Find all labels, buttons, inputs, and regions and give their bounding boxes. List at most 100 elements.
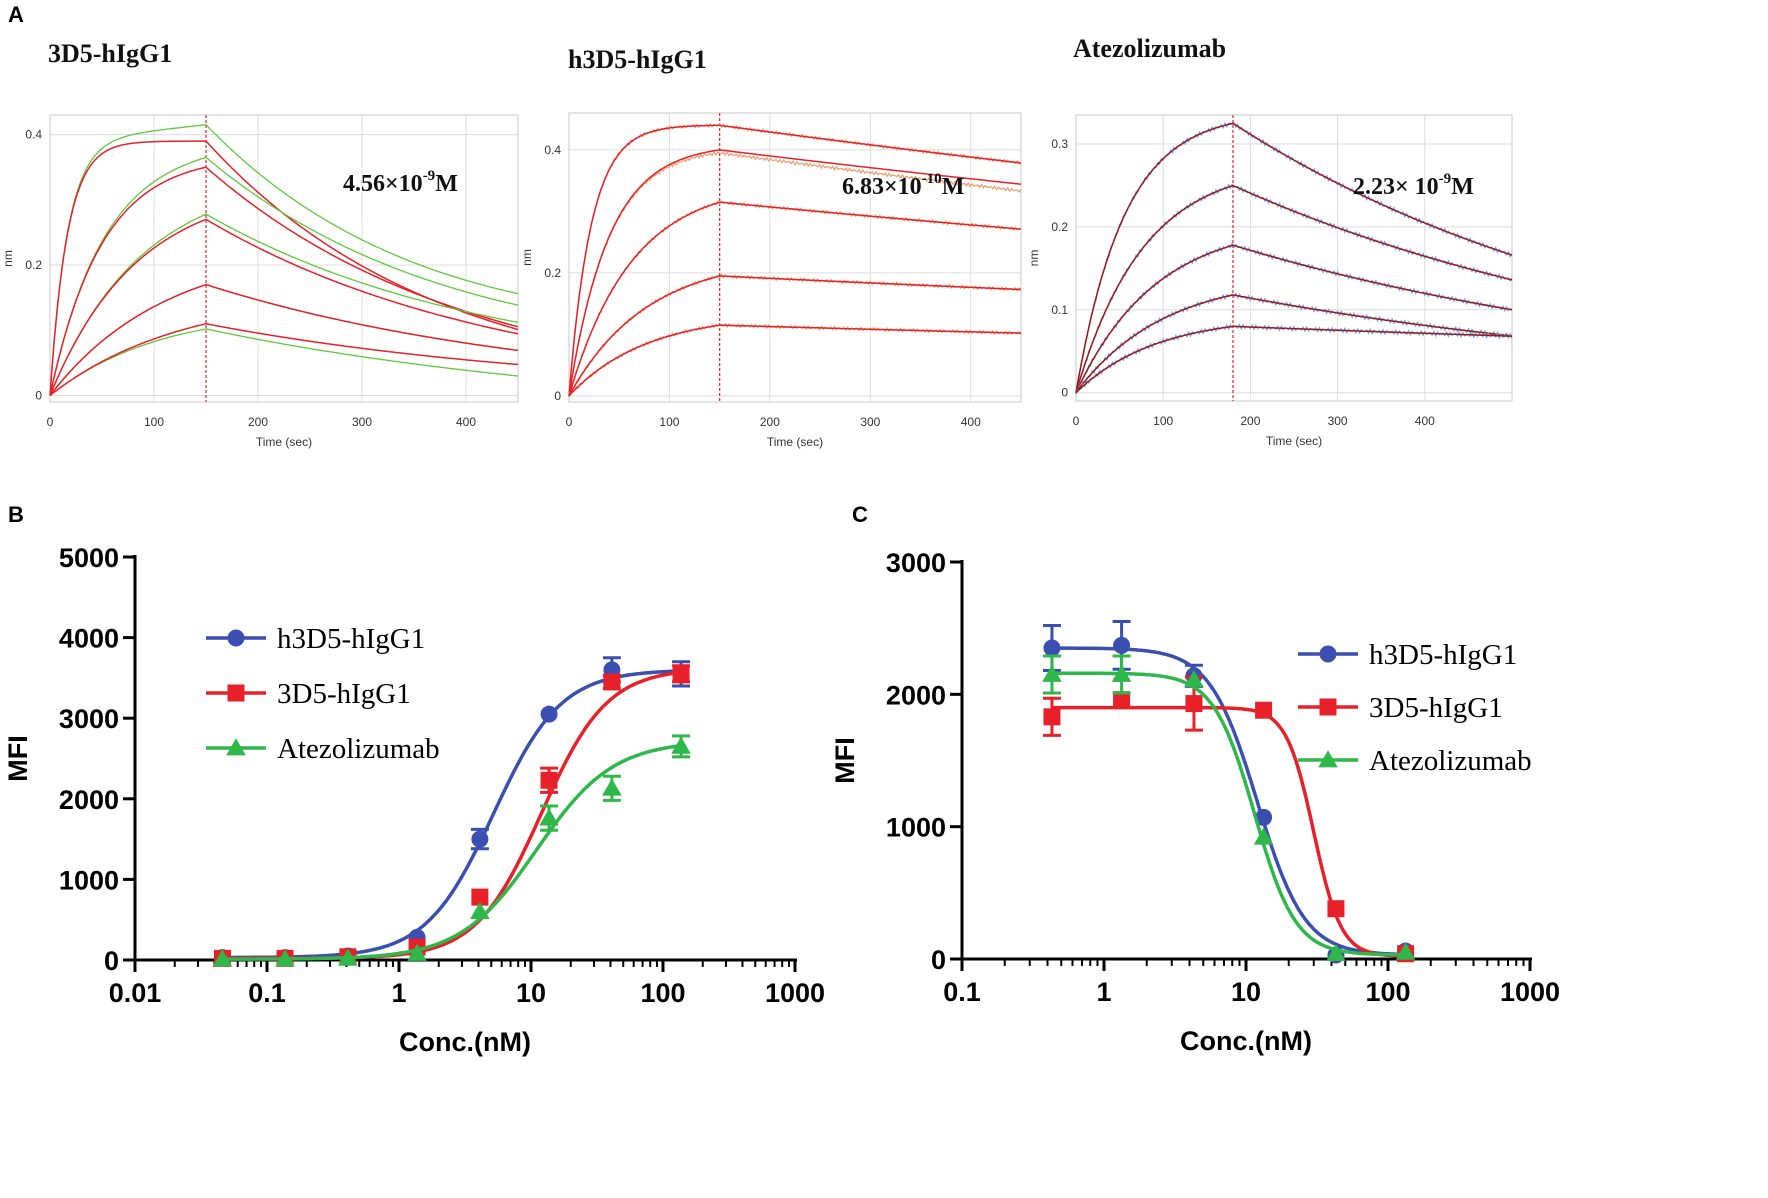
kd-mantissa: 4.56×10: [343, 171, 423, 197]
kd-unit: M: [942, 174, 965, 200]
kd-exponent: -9: [1439, 171, 1452, 187]
kd-value-label: 6.83×10-10M: [842, 171, 964, 200]
data-point-square: [540, 771, 558, 789]
x-tick-label: 400: [1415, 414, 1435, 428]
data-point-triangle: [671, 736, 691, 754]
kd-mantissa: 2.23× 10: [1353, 174, 1439, 200]
data-point-triangle: [1395, 942, 1416, 960]
fitted-curve: [49, 283, 519, 396]
fit-curve-h3d5-higg1: [222, 669, 682, 960]
y-tick-label: 0.4: [25, 128, 42, 142]
chart-title: h3D5-hIgG1: [568, 45, 707, 74]
y-tick-label: 3000: [59, 704, 119, 734]
data-point-square: [1113, 691, 1131, 709]
legend-label-h3d5-higg1: h3D5-hIgG1: [1369, 639, 1517, 671]
fit-curve-atezolizumab: [222, 743, 682, 961]
plot-frame: [568, 112, 1022, 403]
x-tick-label: 1000: [1500, 977, 1560, 1007]
x-tick-label: 300: [352, 415, 372, 429]
x-tick-label: 1: [1096, 977, 1111, 1007]
data-point-square: [672, 665, 690, 683]
raw-sensorgram-trace: [568, 200, 1022, 395]
x-tick-label: 1: [391, 978, 406, 1008]
data-point-circle: [540, 705, 558, 723]
kd-exponent: -10: [922, 171, 942, 187]
fitted-curve: [568, 324, 1021, 397]
raw-sensorgram-trace: [49, 156, 519, 396]
data-point-circle: [1113, 636, 1131, 654]
raw-sensorgram-trace: [49, 213, 519, 396]
y-tick-label: 3000: [886, 548, 946, 578]
data-point-square: [471, 888, 489, 906]
data-point-triangle: [1326, 943, 1346, 962]
raw-sensorgram-trace: [568, 273, 1022, 397]
x-tick-label: 100: [640, 978, 685, 1008]
kd-mantissa: 6.83×10: [842, 174, 922, 200]
plot-frame: [1075, 114, 1513, 402]
fitted-curve: [1075, 325, 1513, 394]
x-tick-label: 0.1: [943, 977, 981, 1007]
kd-value-label: 2.23× 10-9M: [1353, 171, 1474, 200]
chart-title: 3D5-hIgG1: [48, 39, 172, 68]
fitted-curve: [1075, 184, 1513, 393]
x-axis-label: Conc.(nM): [399, 1027, 531, 1057]
raw-sensorgram-trace: [49, 328, 519, 397]
x-tick-label: 0.01: [109, 978, 162, 1008]
data-point-square: [1043, 708, 1061, 726]
y-tick-label: 0: [554, 389, 561, 403]
x-tick-label: 300: [860, 415, 880, 429]
y-tick-label: 0.2: [1051, 220, 1068, 234]
x-tick-label: 1000: [765, 978, 825, 1008]
x-axis-label: Conc.(nM): [1180, 1026, 1312, 1056]
x-axis-label: Time (sec): [256, 435, 312, 449]
x-tick-label: 0: [566, 415, 573, 429]
y-tick-label: 4000: [59, 624, 119, 654]
raw-sensorgram-trace: [1075, 291, 1513, 393]
y-tick-label: 0.2: [544, 266, 561, 280]
y-tick-label: 0: [1061, 386, 1068, 400]
fitted-curve: [1075, 294, 1513, 394]
data-point-triangle: [226, 738, 246, 756]
y-axis-label: nm: [520, 249, 534, 266]
data-point-square: [1327, 900, 1345, 918]
x-tick-label: 100: [1365, 977, 1410, 1007]
panel-label-c: C: [852, 502, 868, 527]
x-axis-label: Time (sec): [767, 435, 823, 449]
fitted-curve: [49, 322, 519, 397]
raw-sensorgram-trace: [1075, 183, 1513, 392]
y-tick-label: 2000: [59, 785, 119, 815]
data-point-square: [603, 673, 621, 691]
data-point-circle: [227, 629, 245, 647]
data-point-triangle: [1111, 664, 1132, 682]
data-point-triangle: [407, 943, 427, 961]
x-tick-label: 200: [1240, 414, 1260, 428]
fit-curve-3d5-higg1: [1052, 705, 1406, 958]
fitted-curve: [49, 166, 519, 396]
data-point-circle: [1043, 639, 1061, 657]
bli-chart-h3d5-higg1: h3D5-hIgG1 0 100 200 300 400 0 0.2 0.4 Time (sec)…: [520, 45, 1022, 449]
data-point-triangle: [1253, 827, 1274, 845]
panel-label-b: B: [8, 502, 24, 527]
x-tick-label: 10: [1231, 977, 1261, 1007]
data-point-triangle: [539, 808, 559, 826]
y-tick-label: 5000: [59, 543, 119, 573]
panel-label-a: A: [8, 2, 24, 27]
x-tick-label: 0: [1073, 414, 1080, 428]
data-point-triangle: [470, 901, 490, 919]
fitted-curve: [568, 275, 1022, 397]
data-point-triangle: [338, 948, 358, 966]
bli-chart-atezolizumab: Atezolizumab 0 100 200 300 400 0 0.1 0.2 0.3 Time …: [1027, 34, 1513, 448]
y-tick-label: 0: [104, 946, 119, 976]
data-point-triangle: [1042, 664, 1062, 682]
plot-frame: [49, 114, 519, 403]
data-point-square: [1319, 698, 1337, 716]
y-tick-label: 0.2: [25, 258, 42, 272]
kd-unit: M: [1451, 174, 1474, 200]
legend-label-3d5-higg1: 3D5-hIgG1: [1369, 692, 1503, 724]
fitted-curve: [568, 201, 1022, 397]
data-point-triangle: [602, 778, 622, 796]
y-tick-label: 2000: [886, 680, 946, 710]
legend-label-atezolizumab: Atezolizumab: [1369, 745, 1532, 777]
x-tick-label: 200: [248, 415, 268, 429]
